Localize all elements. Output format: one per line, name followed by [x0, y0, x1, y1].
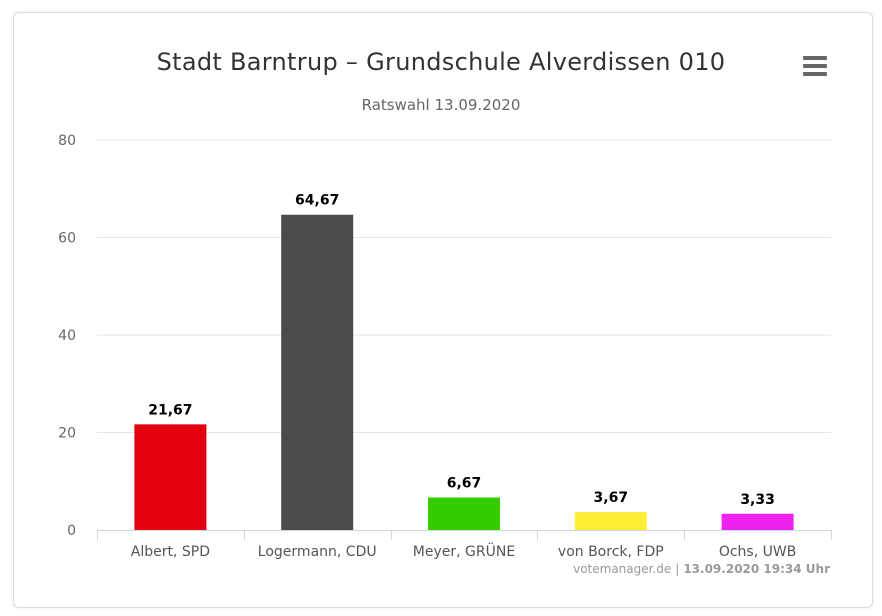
hamburger-menu-icon[interactable]	[800, 56, 830, 82]
data-label: 64,67	[295, 193, 339, 209]
bar-1[interactable]	[134, 424, 207, 530]
credits-site[interactable]: votemanager.de	[573, 562, 672, 576]
x-tick-label: von Borck, FDP	[558, 544, 664, 560]
x-tick-label: Albert, SPD	[131, 544, 210, 560]
data-label: 6,67	[447, 475, 482, 491]
y-tick-label: 40	[58, 328, 76, 344]
data-label: 3,33	[740, 492, 775, 508]
y-tick-label: 0	[67, 523, 76, 539]
y-tick-label: 20	[58, 426, 76, 442]
x-tick-label: Logermann, CDU	[258, 544, 377, 560]
chart-title: Stadt Barntrup – Grundschule Alverdissen…	[156, 48, 726, 76]
data-label: 3,67	[594, 490, 629, 506]
x-tick-label: Ochs, UWB	[719, 544, 796, 560]
chart-subtitle: Ratswahl 13.09.2020	[361, 96, 521, 114]
y-tick-label: 80	[58, 133, 76, 149]
credits[interactable]: votemanager.de | 13.09.2020 19:34 Uhr	[573, 562, 830, 576]
bar-5[interactable]	[721, 513, 794, 530]
x-tick-label: Meyer, GRÜNE	[413, 542, 515, 560]
bar-4[interactable]	[574, 512, 647, 530]
bar-3[interactable]	[428, 497, 500, 530]
y-tick-label: 60	[58, 231, 76, 247]
data-label: 21,67	[148, 402, 192, 418]
credits-timestamp: 13.09.2020 19:34 Uhr	[683, 562, 830, 576]
bar-2[interactable]	[281, 214, 354, 530]
credits-separator: |	[675, 562, 680, 576]
